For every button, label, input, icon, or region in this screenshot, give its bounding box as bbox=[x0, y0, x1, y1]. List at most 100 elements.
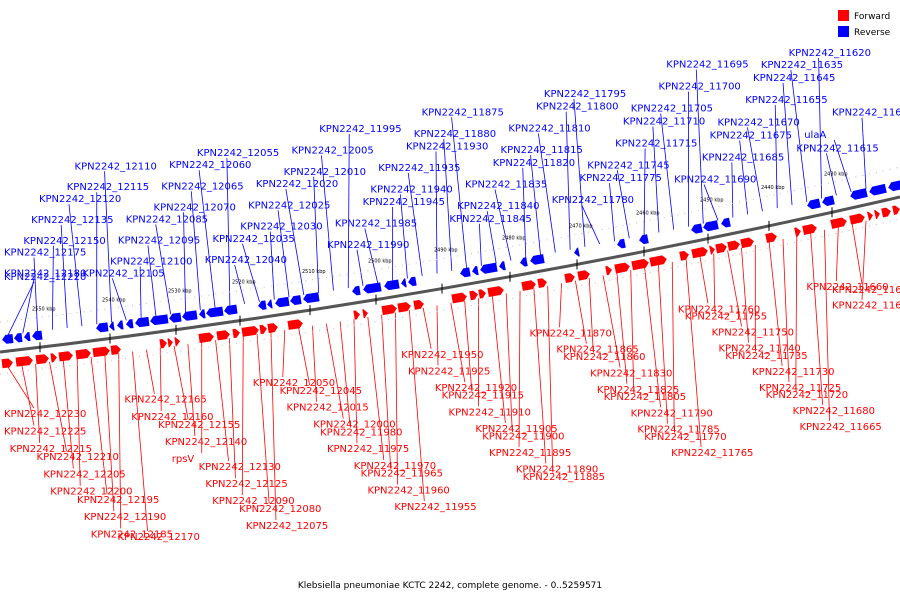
reverse-gene-label: KPN2242_11670 bbox=[717, 117, 799, 128]
forward-gene-label-leader bbox=[713, 253, 716, 311]
forward-gene-label: KPN2242_12230 bbox=[4, 409, 86, 420]
reverse-gene-label-leader bbox=[139, 266, 142, 319]
forward-gene-arrow bbox=[15, 356, 33, 367]
reverse-gene-arrow bbox=[363, 282, 382, 294]
gene-labels: KPN2242_12220KPN2242_12180KPN2242_12175K… bbox=[4, 48, 900, 543]
forward-gene-label-leader bbox=[851, 223, 863, 284]
forward-gene-label: KPN2242_12155 bbox=[158, 420, 240, 431]
reverse-gene-label-leader bbox=[234, 264, 246, 305]
forward-gene-label-leader bbox=[312, 325, 317, 402]
reverse-gene-label-leader bbox=[616, 170, 630, 239]
forward-gene-label: KPN2242_11785 bbox=[637, 425, 719, 436]
tick-label: 2470 kbp bbox=[569, 223, 593, 229]
reverse-gene-label: KPN2242_12030 bbox=[240, 222, 322, 233]
forward-gene-label-leader bbox=[547, 285, 554, 471]
reverse-gene-arrow bbox=[460, 267, 471, 278]
reverse-gene-label: KPN2242_11835 bbox=[465, 180, 547, 191]
forward-gene-label-leader bbox=[518, 290, 521, 447]
reverse-gene-arrow bbox=[96, 322, 109, 333]
forward-gene-arrow bbox=[58, 351, 73, 362]
reverse-gene-arrow bbox=[703, 220, 719, 232]
forward-gene-label: KPN2242_12215 bbox=[10, 444, 92, 455]
forward-gene-label-leader bbox=[339, 321, 351, 427]
reverse-gene-label-leader bbox=[190, 191, 201, 311]
forward-gene-arrow bbox=[50, 353, 57, 363]
reverse-gene-arrow bbox=[472, 265, 479, 276]
reverse-gene-label: KPN2242_12220 bbox=[4, 272, 86, 283]
forward-gene-label: KPN2242_11740 bbox=[718, 344, 800, 355]
forward-gene-label: KPN2242_12075 bbox=[246, 521, 328, 532]
forward-gene-label-leader bbox=[76, 358, 81, 486]
reverse-gene-label: KPN2242_11990 bbox=[327, 240, 409, 251]
reverse-gene-label-leader bbox=[400, 194, 408, 279]
forward-gene-label: KPN2242_12130 bbox=[199, 462, 281, 473]
forward-gene-label: KPN2242_11660 bbox=[806, 282, 888, 293]
forward-gene-arrow bbox=[521, 280, 536, 291]
reverse-gene-arrow bbox=[807, 198, 821, 210]
forward-gene-label: KPN2242_12140 bbox=[165, 437, 247, 448]
reverse-gene-label: KPN2242_11795 bbox=[544, 89, 626, 100]
leader-lines bbox=[7, 57, 867, 532]
reverse-gene-label-leader bbox=[407, 172, 423, 277]
forward-gene-arrow bbox=[537, 278, 547, 289]
reverse-gene-label-leader bbox=[782, 82, 793, 206]
forward-gene-label-leader bbox=[616, 272, 628, 384]
reverse-gene-label: KPN2242_12150 bbox=[23, 236, 105, 247]
reverse-gene-label: KPN2242_12100 bbox=[110, 256, 192, 267]
forward-gene-arrow bbox=[259, 324, 267, 335]
forward-gene-arrow bbox=[451, 292, 467, 304]
forward-gene-label: KPN2242_11790 bbox=[631, 408, 713, 419]
forward-gene-label: KPN2242_11960 bbox=[367, 485, 449, 496]
forward-gene-label: KPN2242_11885 bbox=[523, 472, 605, 483]
forward-gene-arrow bbox=[92, 346, 110, 358]
reverse-gene-arrow bbox=[303, 292, 320, 304]
tick-label: 2550 kbp bbox=[32, 306, 56, 312]
forward-gene-label-leader bbox=[835, 226, 839, 282]
reverse-gene-arrow bbox=[135, 316, 150, 328]
forward-gene-arrow bbox=[830, 217, 847, 229]
reverse-gene-label: KPN2242_12020 bbox=[256, 179, 338, 190]
forward-gene-arrow bbox=[564, 273, 575, 284]
forward-gene-label-leader bbox=[505, 293, 513, 431]
reverse-gene-arrow bbox=[206, 306, 224, 318]
forward-gene-label-leader bbox=[533, 288, 547, 464]
reverse-gene-label-leader bbox=[183, 212, 186, 313]
forward-gene-label-leader bbox=[574, 280, 587, 344]
reverse-gene-label: KPN2242_12005 bbox=[291, 145, 373, 156]
reverse-gene-label-leader bbox=[347, 134, 350, 289]
reverse-gene-label-leader bbox=[833, 139, 852, 193]
reverse-gene-label-leader bbox=[356, 249, 364, 286]
forward-gene-label: KPN2242_11910 bbox=[449, 407, 531, 418]
forward-gene-label: KPN2242_11830 bbox=[590, 368, 672, 379]
forward-gene-label: KPN2242_11870 bbox=[530, 328, 612, 339]
reverse-gene-label-leader bbox=[790, 69, 808, 202]
forward-gene-label-leader bbox=[861, 220, 867, 300]
forward-gene-label-leader bbox=[7, 366, 35, 409]
reverse-gene-arrow bbox=[267, 299, 273, 309]
tick-label: 2530 kbp bbox=[168, 289, 192, 295]
forward-gene-label: KPN2242_11640 bbox=[832, 301, 900, 312]
forward-gene-label-leader bbox=[173, 345, 189, 420]
forward-gene-arrow bbox=[397, 302, 411, 313]
forward-gene-label-leader bbox=[49, 362, 67, 452]
forward-gene-label: KPN2242_11925 bbox=[408, 366, 490, 377]
forward-gene-arrow bbox=[614, 262, 630, 274]
forward-gene-label-leader bbox=[644, 267, 661, 408]
forward-gene-label-leader bbox=[35, 363, 41, 443]
forward-gene-arrow bbox=[216, 330, 230, 341]
reverse-gene-arrow bbox=[290, 295, 302, 306]
forward-gene-arrow bbox=[765, 232, 777, 243]
reverse-gene-label-leader bbox=[198, 170, 216, 309]
forward-gene-label: KPN2242_12080 bbox=[239, 504, 321, 515]
reverse-gene-label-leader bbox=[478, 223, 482, 266]
reverse-gene-arrow bbox=[126, 319, 134, 329]
forward-gene-label: KPN2242_11650 bbox=[832, 285, 900, 296]
reverse-gene-label: KPN2242_12120 bbox=[39, 194, 121, 205]
forward-gene-label: KPN2242_11755 bbox=[685, 311, 767, 322]
forward-gene-label: KPN2242_12185 bbox=[91, 529, 173, 540]
reverse-gene-label: KPN2242_11605 bbox=[832, 108, 900, 119]
reverse-gene-label-leader bbox=[60, 224, 68, 328]
forward-gene-label: KPN2242_12190 bbox=[84, 512, 166, 523]
reverse-gene-label: KPN2242_12110 bbox=[75, 161, 157, 172]
forward-gene-label: KPN2242_11900 bbox=[482, 431, 564, 442]
